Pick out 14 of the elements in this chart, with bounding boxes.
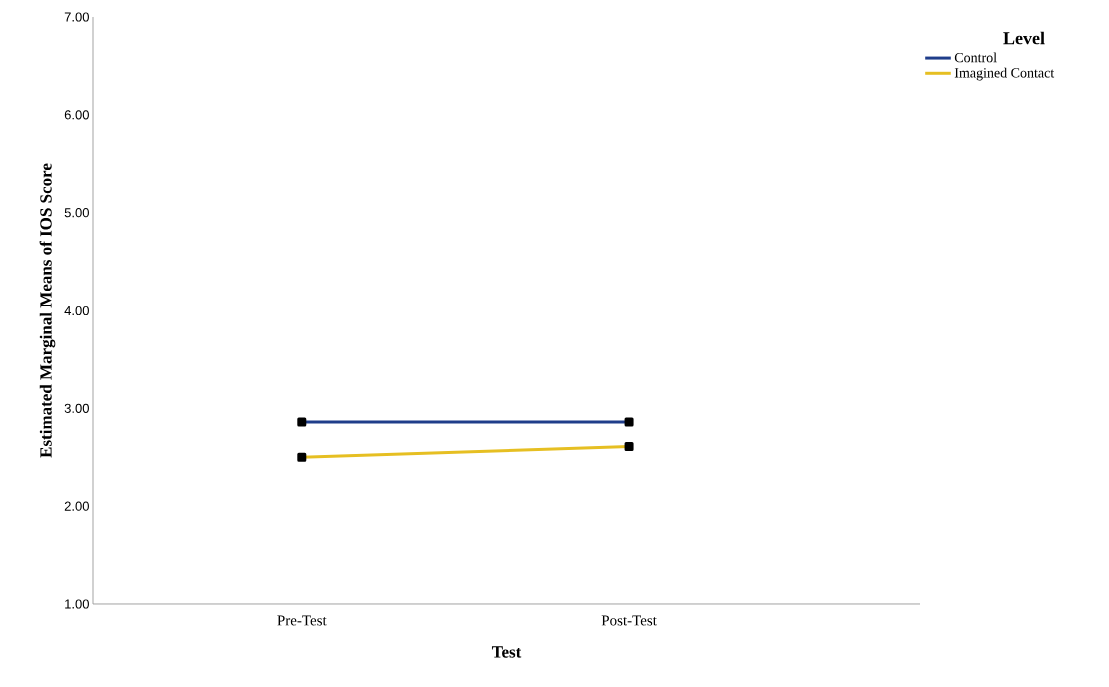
legend-label: Control bbox=[954, 52, 997, 63]
y-tick-label: 7.00 bbox=[64, 12, 89, 22]
legend-label: Imagined Contact bbox=[954, 67, 1055, 81]
x-tick-label: Post-Test bbox=[601, 615, 657, 626]
y-tick-label: 3.00 bbox=[64, 403, 89, 413]
x-tick-label: Pre-Test bbox=[277, 615, 327, 626]
x-axis-title: Test bbox=[491, 646, 522, 658]
y-tick-label: 6.00 bbox=[64, 110, 89, 120]
y-axis-title: Estimated Marginal Means of IOS Score bbox=[39, 163, 56, 458]
y-tick-label: 5.00 bbox=[64, 208, 89, 218]
y-tick-label: 4.00 bbox=[64, 305, 89, 316]
y-tick-label: 1.00 bbox=[65, 599, 89, 609]
legend-title: Level bbox=[1003, 31, 1045, 45]
y-tick-label: 2.00 bbox=[64, 501, 89, 511]
